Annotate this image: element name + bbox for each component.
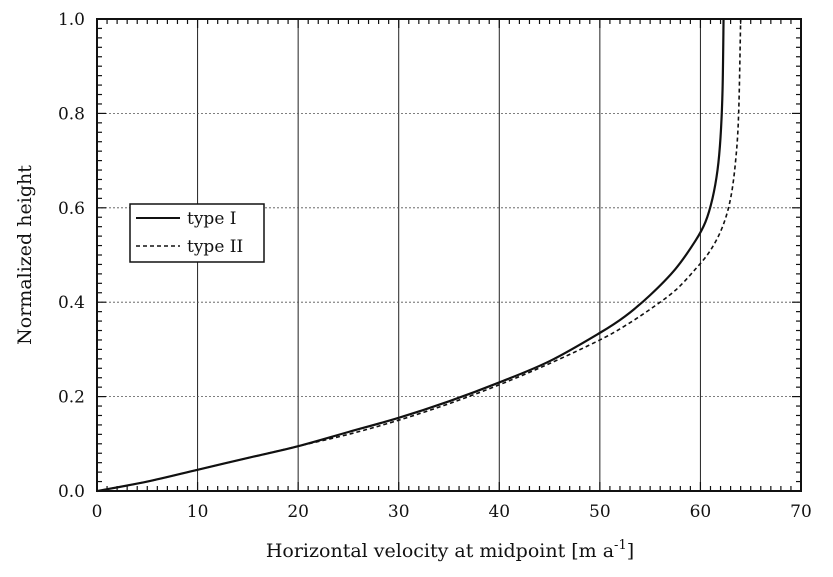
tick-labels: 0 10 20 30 40 50 60 70 0.0 0.2 0.4 0.6 0.8 1.0 [58, 10, 812, 522]
legend-label-type-ii: type II [187, 237, 243, 257]
y-tick-label: 0.0 [58, 482, 85, 502]
y-tick-label: 0.4 [58, 293, 85, 313]
grid [97, 19, 801, 491]
x-tick-label: 50 [589, 502, 611, 522]
x-tick-label: 70 [790, 502, 812, 522]
x-axis-title-superscript: -1 [614, 538, 627, 553]
x-tick-label: 40 [488, 502, 510, 522]
series [96, 18, 742, 493]
x-tick-label: 30 [388, 502, 410, 522]
x-axis-title: Horizontal velocity at midpoint [m a-1] [266, 538, 634, 562]
legend: type I type II [129, 203, 265, 263]
x-tick-label: 60 [690, 502, 712, 522]
y-axis-title: Normalized height [14, 165, 36, 345]
x-tick-label: 20 [287, 502, 309, 522]
series-line-type-ii [96, 18, 742, 492]
x-axis-title-close: ] [627, 540, 634, 562]
y-tick-label: 0.8 [58, 104, 85, 124]
x-axis-title-main: Horizontal velocity at midpoint [m a [266, 540, 614, 562]
x-tick-label: 0 [92, 502, 103, 522]
x-tick-label: 10 [187, 502, 209, 522]
y-tick-label: 0.2 [58, 388, 85, 408]
legend-box [129, 203, 265, 263]
plot-frame [96, 18, 802, 492]
legend-label-type-i: type I [187, 209, 237, 229]
y-tick-label: 1.0 [58, 10, 85, 30]
y-tick-label: 0.6 [58, 199, 85, 219]
